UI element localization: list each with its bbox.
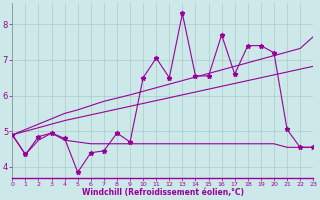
X-axis label: Windchill (Refroidissement éolien,°C): Windchill (Refroidissement éolien,°C)	[82, 188, 244, 197]
